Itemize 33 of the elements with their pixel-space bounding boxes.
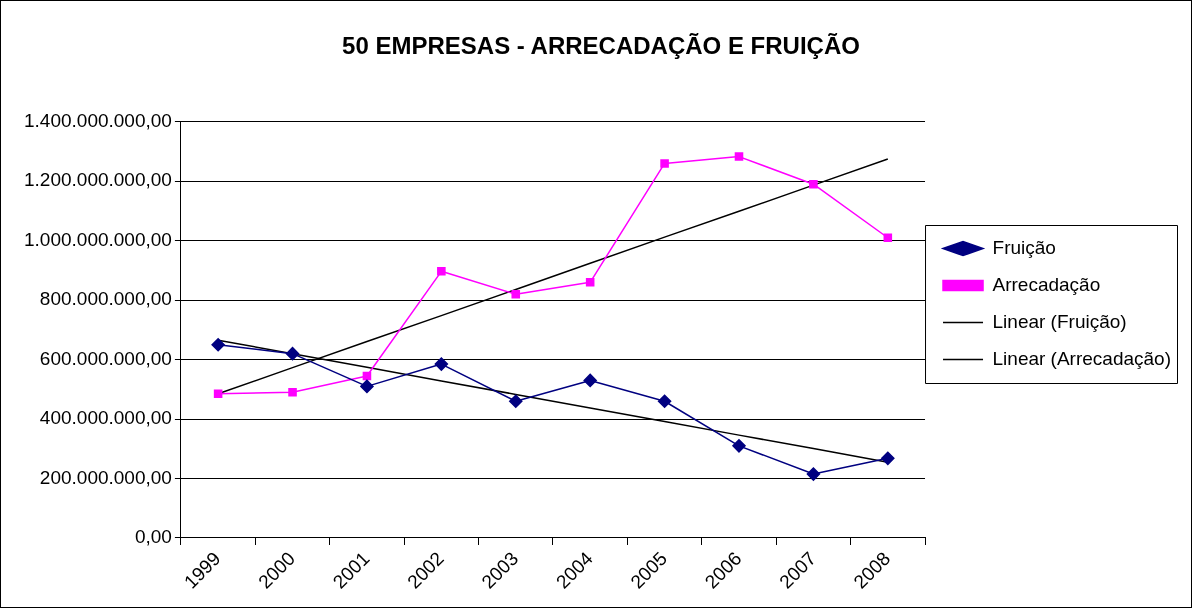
point — [362, 371, 372, 381]
y-tick-label: 1.000.000.000,00 — [24, 228, 172, 250]
legend-label: Fruição — [992, 236, 1056, 258]
y-tick-label: 200.000.000,00 — [39, 466, 172, 488]
point — [881, 451, 895, 466]
point — [511, 289, 521, 299]
legend-label: Linear (Arrecadação) — [992, 347, 1172, 369]
legend-label: Arrecadação — [992, 273, 1101, 295]
point — [288, 388, 297, 397]
point — [434, 357, 449, 371]
y-tick-label: 1.200.000.000,00 — [24, 169, 172, 191]
point — [211, 338, 225, 352]
point — [809, 179, 818, 189]
point — [734, 152, 744, 161]
point — [437, 267, 446, 276]
point — [285, 346, 300, 361]
y-tick-label: 600.000.000,00 — [39, 347, 172, 369]
y-tick-label: 800.000.000,00 — [39, 288, 172, 310]
y-tick-label: 1.400.000.000,00 — [24, 110, 172, 132]
point — [213, 389, 223, 399]
point — [660, 159, 669, 168]
point — [657, 394, 672, 408]
chart-title: 50 EMPRESAS - ARRECADAÇÃO E FRUIÇÃO — [342, 32, 860, 60]
y-tick-label: 0,00 — [134, 526, 172, 548]
point — [732, 439, 746, 453]
point — [509, 394, 523, 408]
point — [806, 467, 821, 481]
point — [883, 233, 893, 243]
y-tick-label: 400.000.000,00 — [39, 407, 172, 429]
point — [585, 278, 595, 287]
legend-label: Linear (Fruição) — [992, 310, 1127, 332]
point — [360, 379, 374, 394]
point — [583, 373, 597, 388]
